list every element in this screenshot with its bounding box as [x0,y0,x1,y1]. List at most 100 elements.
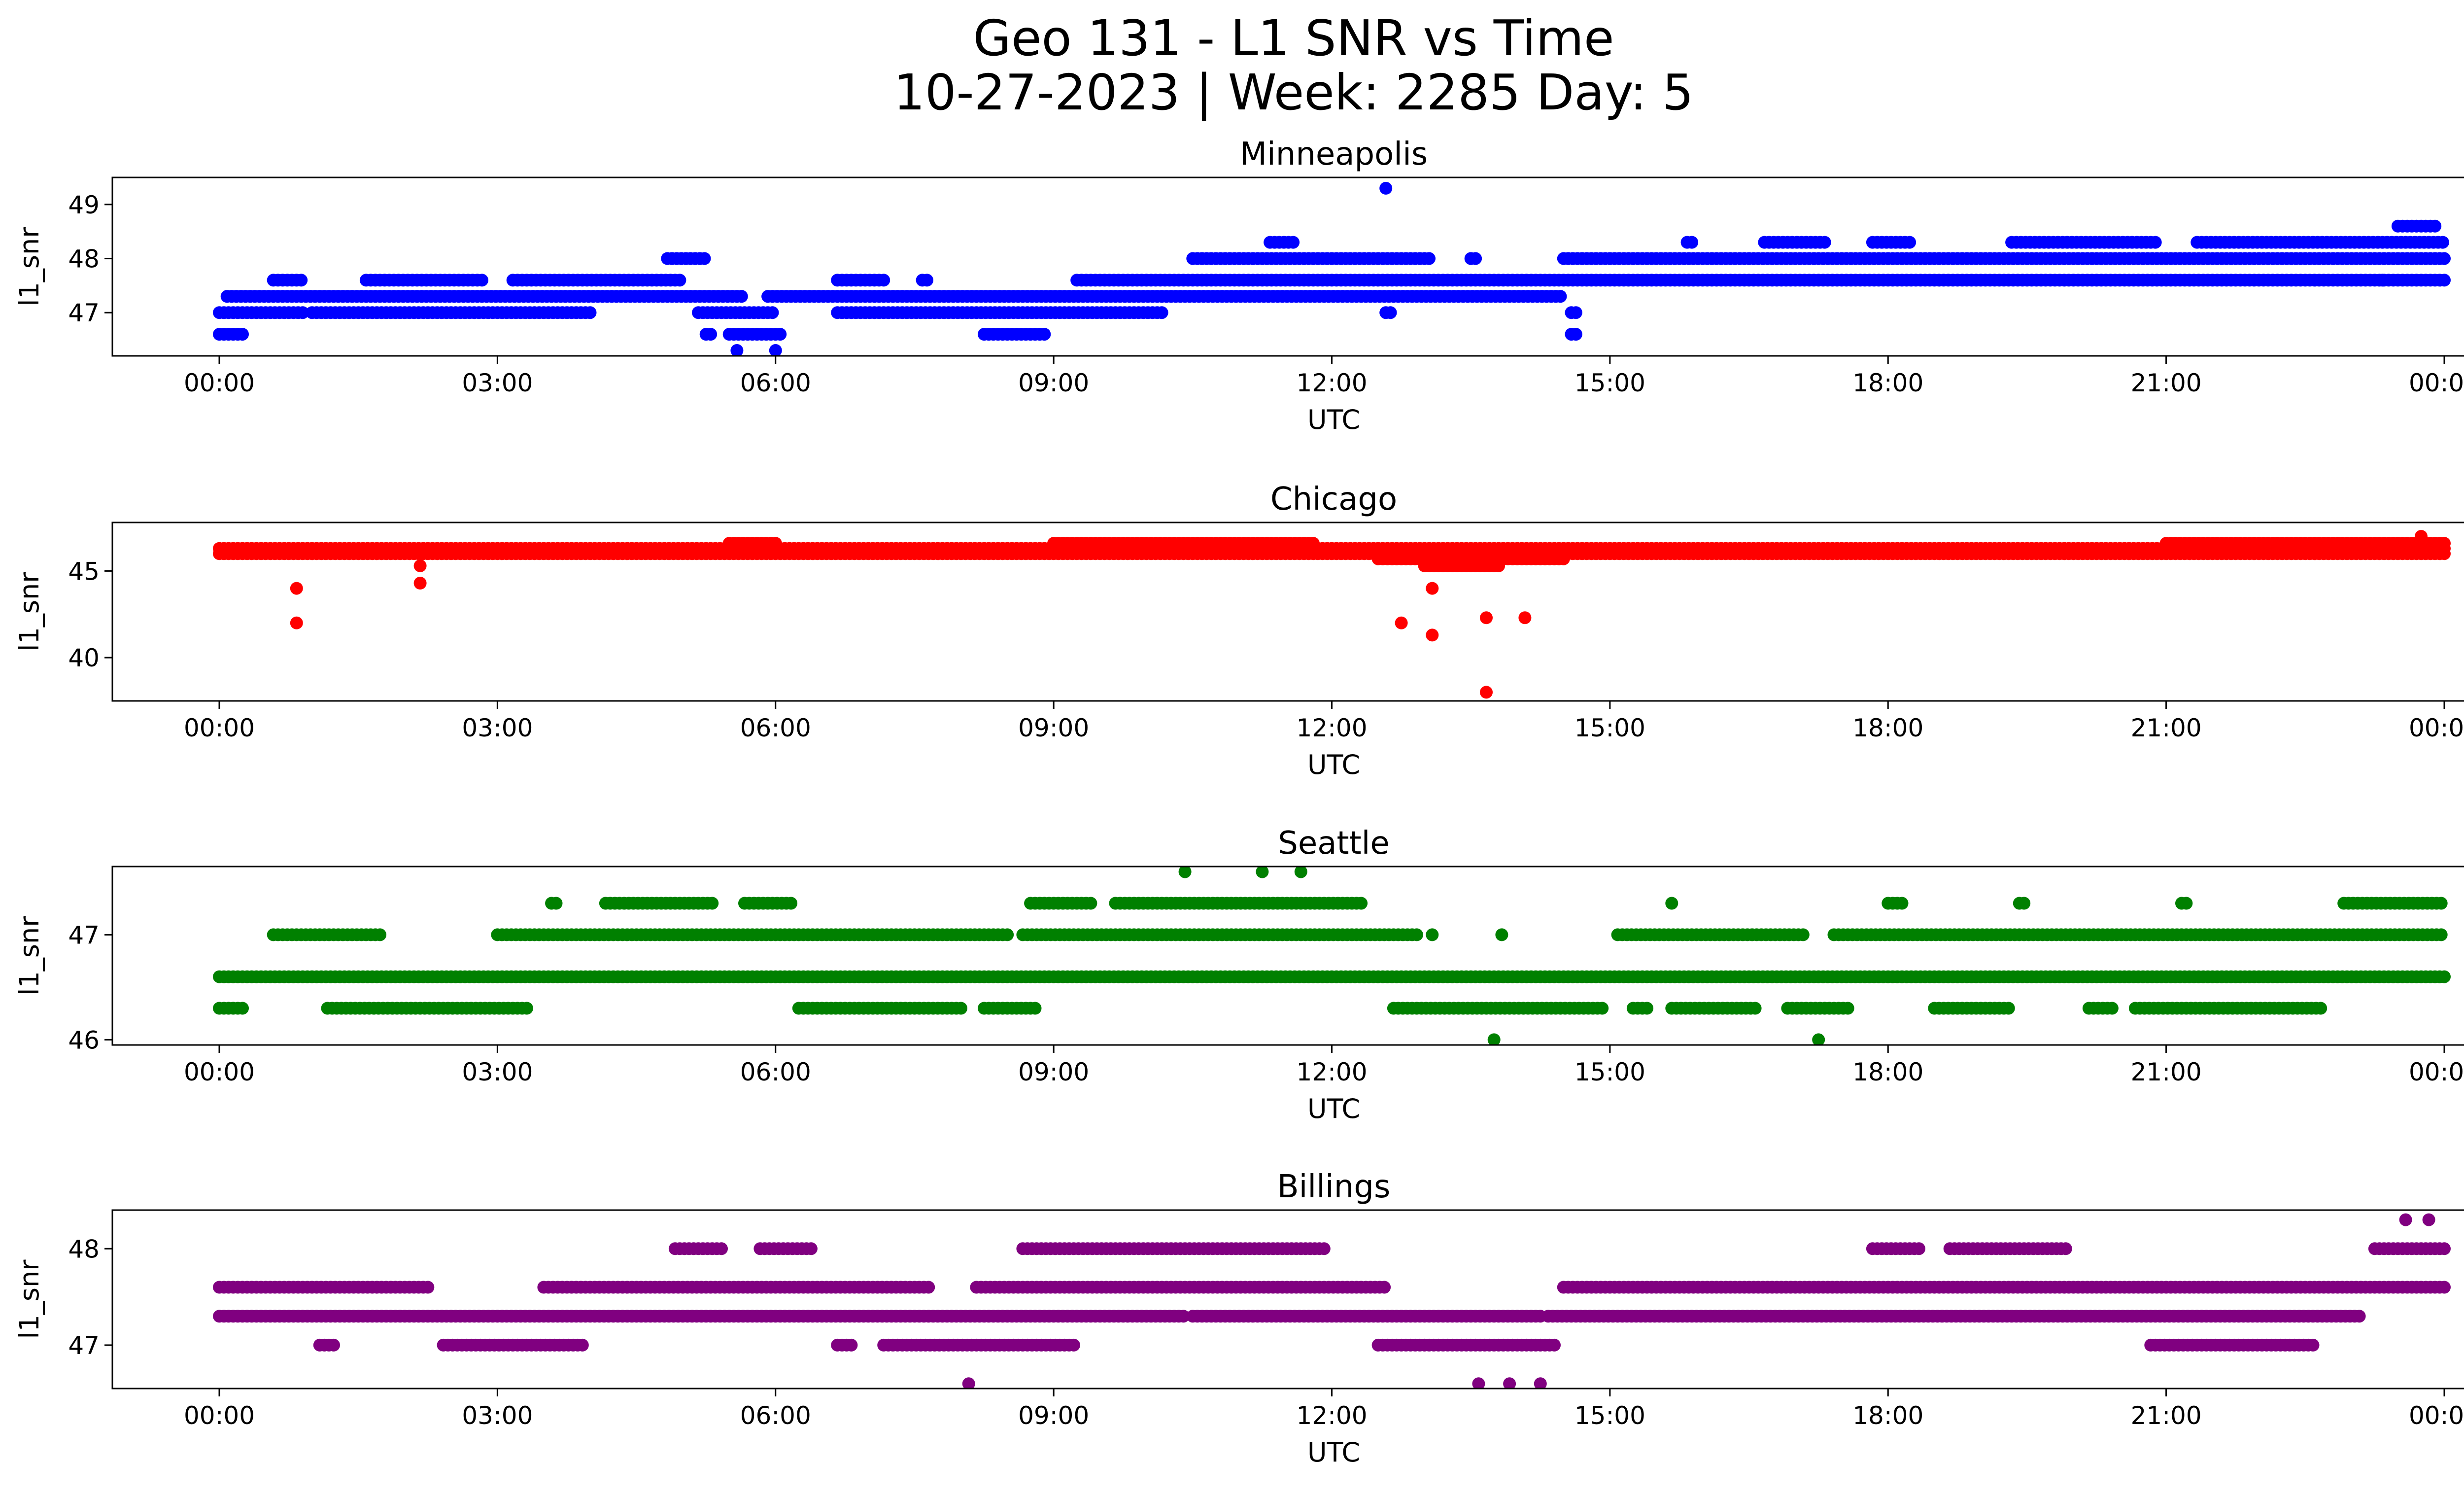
billings-xtick-label: 15:00 [1574,1401,1645,1430]
seattle-point [2002,1002,2015,1015]
seattle-ytick-label: 47 [68,921,100,949]
minneapolis-point [236,328,249,341]
minneapolis-ylabel: l1_snr [14,227,45,307]
billings-point [715,1242,728,1255]
minneapolis-point [704,328,718,341]
minneapolis-xlabel: UTC [1307,404,1360,435]
minneapolis-point [2438,274,2451,287]
minneapolis-point [1818,236,1831,249]
chicago-point [290,582,303,595]
chicago-axes-frame [111,522,2464,702]
chicago-xtick-label: 09:00 [1018,714,1089,742]
billings-xtick-label: 12:00 [1296,1401,1367,1430]
minneapolis-point [877,274,890,287]
billings-point [2353,1310,2366,1323]
chicago-point [1395,616,1408,629]
minneapolis-point [1287,236,1300,249]
seattle-title: Seattle [1278,825,1390,862]
billings-point [327,1338,340,1352]
minneapolis-point [766,306,779,319]
chicago-point [1426,628,1439,642]
seattle-xtick-label: 15:00 [1574,1058,1645,1086]
seattle-point [2434,897,2448,910]
billings-title: Billings [1277,1169,1391,1205]
seattle-point [2180,897,2193,910]
minneapolis-xtick-label: 00:00 [184,369,255,397]
chicago-point [2438,537,2451,550]
billings-point [804,1242,818,1255]
minneapolis-point [1569,328,1582,341]
chicago-point [413,559,427,572]
chicago-xtick-label: 18:00 [1852,714,1923,742]
billings-point [1548,1338,1561,1352]
chicago-point [1480,611,1493,625]
minneapolis-xtick-label: 15:00 [1574,369,1645,397]
minneapolis-point [1554,290,1567,303]
minneapolis-point [698,252,711,265]
chicago-xtick-label: 06:00 [740,714,811,742]
seattle-point [785,897,798,910]
figure-title-line2: 10-27-2023 | Week: 2285 Day: 5 [893,64,1693,121]
billings-xtick-label: 09:00 [1018,1401,1089,1430]
minneapolis-point [2438,252,2451,265]
billings-ytick-label: 47 [68,1331,100,1360]
chicago-xtick-label: 12:00 [1296,714,1367,742]
seattle-point [2434,928,2448,941]
billings-point [2059,1242,2072,1255]
minneapolis-xtick-label: 18:00 [1852,369,1923,397]
chicago-point [1518,611,1532,625]
seattle-xlabel: UTC [1307,1093,1360,1124]
seattle-xtick-label: 18:00 [1852,1058,1923,1086]
figure-title-line1: Geo 131 - L1 SNR vs Time [973,9,1614,67]
minneapolis-point [1569,306,1582,319]
billings-ylabel: l1_snr [14,1259,45,1339]
minneapolis-point [774,328,787,341]
seattle-point [1495,928,1508,941]
chicago-xtick-label: 03:00 [462,714,533,742]
seattle-points [213,867,2451,1045]
seattle-point [1841,1002,1854,1015]
minneapolis-point [730,344,744,356]
billings-xtick-label: 18:00 [1852,1401,1923,1430]
seattle-point [236,1002,249,1015]
seattle-xtick-label: 00:00 [2409,1058,2464,1086]
minneapolis-ytick-label: 48 [68,245,100,274]
seattle-point [1665,897,1678,910]
minneapolis-xtick-label: 09:00 [1018,369,1089,397]
seattle-xtick-label: 00:00 [184,1058,255,1086]
minneapolis-point [1038,328,1051,341]
minneapolis-point [476,274,488,287]
seattle-point [1028,1002,1042,1015]
chicago-xtick-label: 21:00 [2131,714,2202,742]
minneapolis-point [296,306,309,319]
minneapolis-points [213,181,2451,356]
seattle-point [1256,867,1269,878]
billings-xlabel: UTC [1307,1437,1360,1468]
minneapolis-point [2149,236,2162,249]
billings-point [845,1338,858,1352]
billings-point [1317,1242,1331,1255]
seattle-ylabel: l1_snr [14,916,45,996]
chicago-point [1306,537,1320,550]
billings-point [922,1281,935,1294]
chicago-ytick-label: 40 [68,644,100,672]
minneapolis-point [2429,219,2442,233]
billings-points [213,1213,2451,1389]
chicago-ytick-label: 45 [68,557,100,586]
seattle-point [1294,867,1307,878]
minneapolis-xtick-label: 21:00 [2131,369,2202,397]
minneapolis-point [1423,252,1436,265]
seattle-xtick-label: 12:00 [1296,1058,1367,1086]
seattle-point [1355,897,1368,910]
minneapolis-point [921,274,933,287]
minneapolis-axes-frame [111,176,2464,357]
billings-point [1067,1338,1080,1352]
billings-xtick-label: 06:00 [740,1401,811,1430]
chicago-xtick-label: 00:00 [184,714,255,742]
chicago-title: Chicago [1270,481,1397,518]
minneapolis-point [769,344,782,356]
seattle-point [2438,970,2451,983]
